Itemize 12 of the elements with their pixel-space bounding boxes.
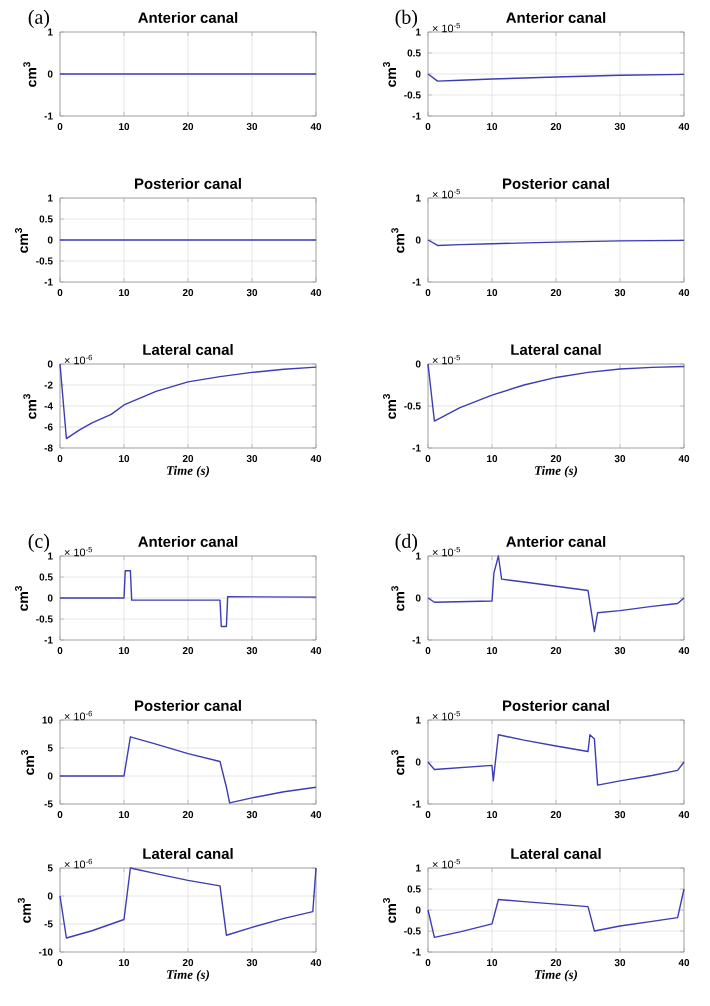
line-series [59, 736, 317, 804]
line-series [427, 363, 685, 422]
line-series [427, 555, 685, 633]
line-series [59, 570, 317, 628]
text: (a) [28, 9, 50, 28]
text: (c) [28, 533, 50, 552]
line-series [427, 888, 685, 939]
line-series [427, 734, 685, 786]
text: (d) [395, 533, 418, 552]
text: (b) [395, 9, 418, 28]
line-series [59, 363, 317, 440]
line-series [59, 867, 317, 939]
